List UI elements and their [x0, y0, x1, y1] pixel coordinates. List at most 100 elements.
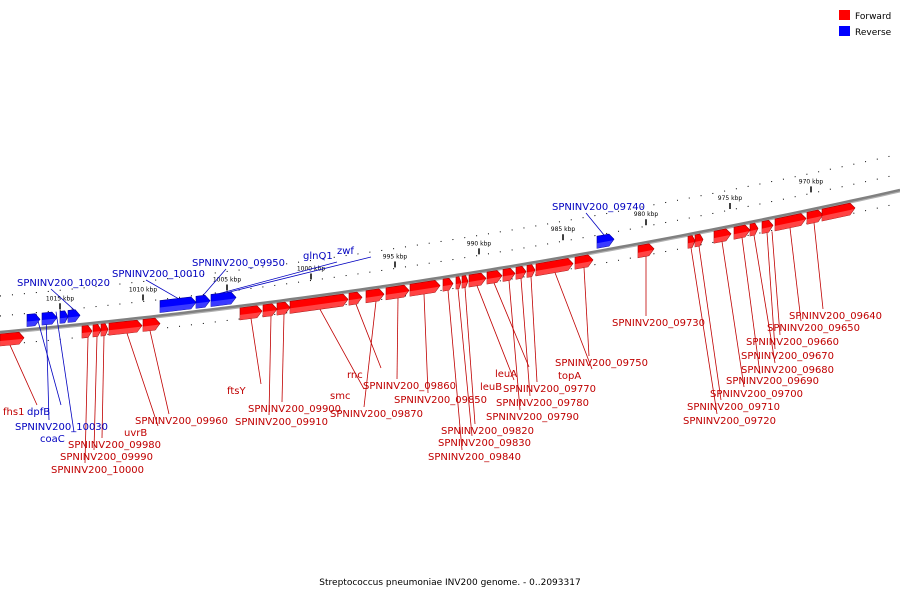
- gene-label-coac: coaC: [40, 434, 65, 445]
- gene-arrow-shade: [349, 298, 361, 306]
- leader-spninv200-09690: [741, 237, 761, 375]
- gene-arrow-shade: [410, 286, 439, 297]
- gene-arrow-shade: [762, 226, 772, 234]
- tick-label: 1015 kbp: [46, 295, 74, 302]
- gene-label-glnq1: glnQ1: [303, 251, 333, 262]
- leader-zwf: [227, 256, 372, 293]
- gene-arrow-shade: [143, 324, 159, 332]
- gene-arrow-shade: [277, 308, 289, 316]
- gene-label-spninv200-09840: SPNINV200_09840: [428, 452, 521, 463]
- gene-arrow-shade: [462, 282, 467, 289]
- gene-arrow-shade: [456, 283, 460, 290]
- tick-label: 1005 kbp: [213, 277, 241, 284]
- gene-label-zwf: zwf: [337, 246, 354, 257]
- leader-spninv200-09780: [520, 278, 531, 397]
- gene-label-smc: smc: [330, 391, 350, 402]
- gene-arrow-shade: [469, 279, 485, 287]
- tick-label: 990 kbp: [467, 240, 492, 247]
- gene-arrow-shade: [822, 208, 854, 222]
- leader-glnq1: [219, 261, 338, 294]
- gene-label-spninv200-09640: SPNINV200_09640: [789, 311, 882, 322]
- gene-label-spninv200-09980: SPNINV200_09980: [68, 440, 161, 451]
- tick-label: 985 kbp: [551, 226, 576, 233]
- gene-arrow-shade: [750, 229, 757, 236]
- leader-uvrb: [126, 333, 159, 427]
- tick-label: 975 kbp: [718, 195, 743, 202]
- leader-spninv200-09900: [281, 314, 285, 403]
- gene-label-spninv200-09950: SPNINV200_09950: [192, 258, 285, 269]
- gene-arrow-shade: [27, 320, 39, 327]
- leader-spninv200-09790: [508, 280, 521, 411]
- gene-arrow-shade: [366, 295, 383, 303]
- gene-arrow-shade: [240, 312, 261, 320]
- gene-arrow-shade: [211, 298, 235, 307]
- gene-arrow-shade: [101, 330, 107, 337]
- gene-label-dpfb: dpfB: [27, 407, 50, 418]
- leader-spninv200-10010: [145, 279, 179, 299]
- gene-label-spninv200-09690: SPNINV200_09690: [726, 376, 819, 387]
- gene-label-spninv200-09900: SPNINV200_09900: [248, 404, 341, 415]
- gene-label-spninv200-09780: SPNINV200_09780: [496, 398, 589, 409]
- gene-arrow-shade: [714, 234, 730, 244]
- gene-features: [0, 202, 856, 347]
- leader-dpfb: [35, 313, 62, 406]
- gene-label-spninv200-09990: SPNINV200_09990: [60, 452, 153, 463]
- gene-label-spninv200-09770: SPNINV200_09770: [503, 384, 596, 395]
- gene-arrow-shade: [443, 284, 452, 292]
- gene-label-spninv200-09680: SPNINV200_09680: [741, 365, 834, 376]
- gene-label-spninv200-10010: SPNINV200_10010: [112, 269, 205, 280]
- gene-arrow-shade: [160, 303, 195, 313]
- leader-leua: [493, 282, 530, 368]
- gene-label-spninv200-09870: SPNINV200_09870: [330, 409, 423, 420]
- gene-arrow-shade: [734, 231, 749, 240]
- gene-label-spninv200-09670: SPNINV200_09670: [741, 351, 834, 362]
- gene-arrow-shade: [196, 301, 209, 309]
- legend-label-reverse: Reverse: [855, 28, 892, 38]
- gene-label-spninv200-09720: SPNINV200_09720: [683, 416, 776, 427]
- leader-spninv200-09820: [464, 287, 476, 425]
- leader-topa: [554, 272, 593, 370]
- leader-spninv200-09960: [149, 330, 170, 415]
- genome-backbone-shadow: [0, 190, 900, 335]
- leader-spninv200-09680: [753, 235, 776, 364]
- tick-label: 970 kbp: [799, 178, 824, 185]
- gene-label-spninv200-09790: SPNINV200_09790: [486, 412, 579, 423]
- gene-label-spninv200-09660: SPNINV200_09660: [746, 337, 839, 348]
- gene-arrow-shade: [536, 264, 572, 276]
- gene-label-spninv200-10020: SPNINV200_10020: [17, 278, 110, 289]
- leader-spninv200-09840: [447, 290, 463, 451]
- leader-spninv200-09650: [789, 227, 802, 322]
- gene-arrow-shade: [82, 331, 91, 339]
- leader-spninv200-09830: [457, 288, 473, 437]
- label-leaders: [9, 212, 824, 464]
- gene-label-uvrb: uvrB: [124, 428, 147, 439]
- leader-spninv200-09700: [721, 241, 745, 388]
- gene-label-spninv200-09820: SPNINV200_09820: [441, 426, 534, 437]
- leader-leub: [476, 285, 515, 381]
- leader-spninv200-09750: [583, 267, 590, 357]
- tick-label: 995 kbp: [383, 253, 408, 260]
- genome-backbone-group: [0, 153, 900, 346]
- gene-label-rnc: rnc: [347, 370, 363, 381]
- gene-label-spninv200-09700: SPNINV200_09700: [710, 389, 803, 400]
- gene-arrow-shade: [93, 331, 100, 337]
- map-caption: Streptococcus pneumoniae INV200 genome. …: [319, 578, 581, 588]
- genome-backbone: [0, 188, 900, 334]
- leader-spninv200-09990: [93, 336, 98, 451]
- leader-spninv200-09850: [423, 294, 429, 394]
- leader-spninv200-09740: [585, 212, 605, 236]
- gene-arrow-shade: [638, 249, 653, 258]
- gene-label-ftsy: ftsY: [227, 386, 246, 397]
- gene-label-spninv200-09740: SPNINV200_09740: [552, 202, 645, 213]
- gene-label-spninv200-09910: SPNINV200_09910: [235, 417, 328, 428]
- gene-arrow-shade: [290, 300, 347, 314]
- leader-spninv200-09640: [813, 222, 824, 310]
- leader-spninv200-10000: [84, 337, 89, 464]
- legend-swatch-reverse: [839, 26, 850, 36]
- gene-arrow-shade: [386, 291, 408, 300]
- leader-smc: [319, 309, 365, 390]
- leader-coac: [55, 311, 75, 433]
- leader-spninv200-09860: [396, 297, 399, 380]
- gene-arrow-shade: [597, 240, 613, 249]
